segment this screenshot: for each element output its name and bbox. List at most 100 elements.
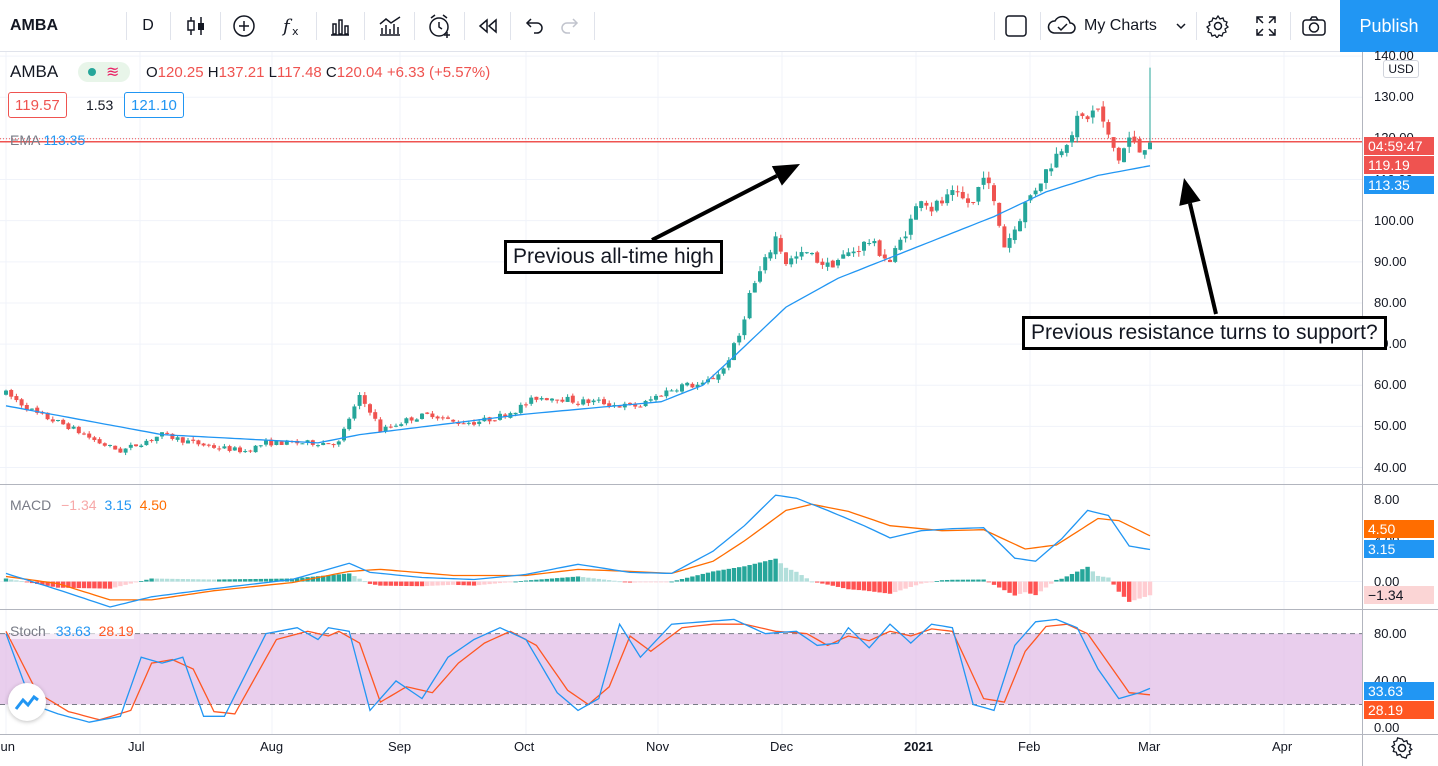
candle-body — [269, 439, 274, 446]
macd-histogram-bar — [336, 574, 341, 582]
macd-histogram-bar — [66, 581, 71, 588]
arrow-all-time-high-shaft — [651, 174, 778, 242]
redo-icon[interactable] — [552, 0, 588, 52]
macd-histogram-bar — [893, 581, 898, 593]
macd-signal-line — [5, 503, 1151, 601]
settings-gear-icon[interactable] — [1200, 0, 1236, 52]
candle-body — [841, 254, 846, 259]
candle-body — [742, 319, 747, 336]
market-status-pill[interactable]: ≋ — [78, 62, 130, 82]
macd-tick-label: 8.00 — [1374, 492, 1400, 508]
macd-tick-label: 0.00 — [1374, 573, 1400, 589]
macd-histogram-bar — [87, 581, 92, 589]
publish-button[interactable]: Publish — [1340, 0, 1438, 52]
macd-histogram-bar — [773, 558, 778, 582]
candle-body — [908, 218, 913, 235]
interval-button[interactable]: D — [130, 0, 166, 52]
undo-icon[interactable] — [516, 0, 552, 52]
candle-body — [1059, 151, 1064, 156]
candle-body — [175, 437, 180, 440]
candle-body — [1007, 238, 1012, 248]
macd-histogram-bar — [1033, 581, 1038, 596]
macd-histogram-bar — [581, 577, 586, 582]
annotation-all-time-high[interactable]: Previous all-time high — [504, 240, 723, 274]
macd-histogram-bar — [274, 578, 279, 582]
candle-body — [352, 406, 357, 419]
candle-body — [929, 206, 934, 212]
macd-histogram-bar — [861, 581, 867, 591]
macd-histogram-bar — [295, 578, 300, 582]
macd-histogram-bar — [997, 581, 1002, 588]
macd-histogram-bar — [726, 568, 731, 582]
macd-histogram-bar — [419, 581, 425, 587]
replay-rewind-icon[interactable] — [470, 0, 506, 52]
candle-body — [862, 241, 866, 251]
candle-body — [212, 445, 216, 448]
candle-body — [659, 395, 664, 397]
candle-body — [144, 440, 149, 446]
candle-body — [472, 422, 476, 425]
macd-histogram-bar — [300, 577, 305, 582]
macd-histogram-bar — [19, 581, 24, 583]
chart-settings-gear-icon[interactable] — [1390, 736, 1414, 760]
macd-histogram-bar — [248, 579, 253, 582]
candle-body — [279, 441, 284, 445]
macd-line-badge: 3.15 — [1364, 540, 1434, 558]
macd-histogram-bar — [206, 579, 211, 582]
candle-body — [940, 200, 944, 204]
expand-icon[interactable] — [1248, 0, 1284, 52]
candle-body — [685, 382, 690, 386]
currency-label[interactable]: USD — [1383, 60, 1419, 78]
macd-histogram-bar — [71, 581, 76, 588]
macd-histogram-bar — [851, 581, 856, 590]
macd-histogram-bar — [539, 579, 544, 582]
tradingview-logo-icon[interactable] — [8, 683, 46, 721]
snapshot-camera-icon[interactable] — [1296, 0, 1332, 52]
macd-histogram-bar — [76, 581, 81, 589]
stoch-legend[interactable]: Stoch 33.63 28.19 — [10, 623, 134, 639]
macd-histogram-bar — [258, 578, 263, 582]
toolbar-divider — [1196, 12, 1197, 40]
macd-histogram-bar — [487, 581, 492, 585]
macd-histogram-bar — [586, 577, 591, 582]
alert-clock-icon[interactable] — [420, 0, 460, 52]
chart-canvas[interactable] — [0, 52, 1438, 766]
macd-histogram-bar — [222, 579, 227, 582]
chart-style-candles-icon[interactable] — [178, 0, 214, 52]
symbol-search-button[interactable]: AMBA — [10, 0, 58, 52]
macd-histogram-bar — [123, 581, 128, 585]
my-charts-label: My Charts — [1084, 17, 1157, 34]
bid-price-button[interactable]: 119.57 — [8, 92, 67, 118]
candle-body — [430, 413, 435, 418]
macd-histogram-bar — [466, 581, 471, 586]
macd-histogram-bar — [695, 575, 700, 582]
financials-bars-icon[interactable] — [322, 0, 358, 52]
candle-body — [45, 412, 50, 420]
time-tick-label: Jun — [0, 739, 15, 754]
ohlc-value: 120.25 — [157, 64, 204, 81]
macd-histogram-bar — [456, 581, 461, 586]
macd-legend[interactable]: MACD −1.34 3.15 4.50 — [10, 497, 167, 513]
macd-histogram-bar — [794, 571, 799, 582]
candle-body — [139, 445, 144, 447]
templates-icon[interactable] — [372, 0, 408, 52]
stoch-d-line — [5, 623, 1151, 721]
macd-histogram-bar — [1023, 581, 1028, 593]
macd-histogram-bar — [955, 579, 960, 582]
candle-body — [1111, 137, 1116, 148]
compare-add-icon[interactable] — [226, 0, 262, 52]
candle-body — [71, 426, 76, 429]
ask-price-button[interactable]: 121.10 — [124, 92, 184, 118]
fullscreen-square-icon[interactable] — [998, 0, 1034, 52]
macd-histogram-bar — [165, 578, 170, 582]
candle-body — [19, 399, 24, 406]
ema-value: 113.35 — [43, 132, 86, 148]
macd-histogram-bar — [81, 581, 87, 589]
ema-legend[interactable]: EMA 113.35 — [10, 132, 85, 148]
my-charts-button[interactable]: My Charts — [1046, 0, 1194, 52]
candle-body — [1090, 110, 1095, 118]
candle-body — [326, 443, 331, 445]
time-tick-label: Oct — [514, 739, 535, 754]
annotation-support[interactable]: Previous resistance turns to support? — [1022, 316, 1387, 350]
